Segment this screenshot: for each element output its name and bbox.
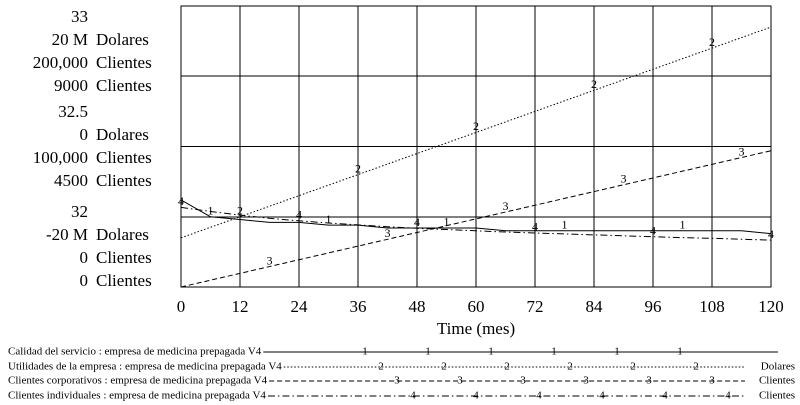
series-line [180, 206, 772, 241]
legend-marker: 4 [473, 390, 479, 402]
x-tick-label: 120 [758, 297, 784, 316]
x-tick-label: 72 [527, 297, 544, 316]
legend-marker: 1 [425, 346, 431, 358]
y-unit-label: Clientes [96, 53, 152, 72]
series-marker: 3 [267, 253, 273, 267]
legend-marker: 3 [457, 375, 463, 387]
legend-label: Clientes corporativos : empresa de medic… [8, 375, 268, 387]
y-tick-label: 0 [80, 271, 89, 290]
legend-marker: 1 [362, 346, 368, 358]
y-unit-label: Dolares [96, 225, 149, 244]
series-marker: 1 [208, 204, 214, 218]
series-marker: 2 [355, 161, 361, 175]
legend-marker: 1 [551, 346, 557, 358]
x-tick-label: 84 [586, 297, 604, 316]
y-tick-label: 33 [71, 7, 88, 26]
x-tick-label: 36 [350, 297, 367, 316]
x-tick-label: 96 [645, 297, 662, 316]
legend-label: Calidad del servicio : empresa de medici… [8, 346, 262, 358]
legend-marker: 1 [614, 346, 620, 358]
y-unit-label: Clientes [96, 148, 152, 167]
legend-unit: Clientes [759, 375, 795, 387]
legend-marker: 4 [662, 390, 668, 402]
y-unit-label: Clientes [96, 171, 152, 190]
legend-marker: 4 [725, 390, 731, 402]
x-axis-title: Time (mes) [437, 319, 515, 338]
legend-marker: 3 [394, 375, 400, 387]
series-marker: 2 [709, 35, 715, 49]
y-tick-label: 32.5 [58, 102, 88, 121]
legend-marker: 3 [583, 375, 589, 387]
legend-marker: 2 [630, 361, 636, 373]
legend-marker: 2 [567, 361, 573, 373]
series-marker: 3 [503, 199, 509, 213]
series-marker: 4 [532, 220, 538, 234]
series-marker: 4 [296, 208, 302, 222]
legend-marker: 4 [599, 390, 605, 402]
legend-marker: 4 [410, 390, 416, 402]
legend-unit: Clientes [759, 390, 795, 402]
y-tick-label: 100,000 [33, 148, 88, 167]
legend-marker: 3 [709, 375, 715, 387]
series-marker: 4 [178, 194, 184, 208]
x-tick-label: 0 [177, 297, 186, 316]
legend-marker: 2 [504, 361, 510, 373]
y-unit-label: Dolares [96, 30, 149, 49]
y-tick-label: -20 M [46, 225, 88, 244]
y-tick-label: 0 [80, 125, 89, 144]
series-marker: 2 [591, 77, 597, 91]
x-tick-label: 108 [699, 297, 725, 316]
y-unit-label: Clientes [96, 248, 152, 267]
y-tick-label: 4500 [54, 171, 88, 190]
series-marker: 4 [768, 227, 774, 241]
legend-marker: 3 [646, 375, 652, 387]
series-marker: 4 [414, 215, 420, 229]
series-line [180, 199, 772, 235]
series-marker: 4 [650, 223, 656, 237]
y-tick-label: 20 M [52, 30, 88, 49]
legend-marker: 1 [677, 346, 683, 358]
x-tick-label: 24 [291, 297, 309, 316]
series-marker: 1 [562, 218, 568, 232]
x-tick-label: 12 [232, 297, 249, 316]
series-marker: 1 [326, 212, 332, 226]
legend-label: Clientes individuales : empresa de medic… [8, 390, 266, 402]
y-tick-label: 9000 [54, 76, 88, 95]
series-marker: 2 [237, 204, 243, 218]
legend-marker: 2 [378, 361, 384, 373]
y-tick-label: 32 [71, 202, 88, 221]
y-unit-label: Clientes [96, 271, 152, 290]
legend-marker: 2 [693, 361, 699, 373]
legend-marker: 1 [488, 346, 494, 358]
y-tick-label: 0 [80, 248, 89, 267]
series-line [180, 150, 772, 288]
x-tick-label: 48 [409, 297, 426, 316]
series-marker: 1 [444, 215, 450, 229]
legend-unit: Dolares [761, 361, 795, 373]
series-marker: 3 [621, 172, 627, 186]
series-line [180, 26, 772, 239]
y-unit-label: Dolares [96, 125, 149, 144]
legend-marker: 2 [441, 361, 447, 373]
legend-label: Utilidades de la empresa : empresa de me… [8, 361, 282, 373]
series-marker: 3 [739, 144, 745, 158]
y-unit-label: Clientes [96, 76, 152, 95]
series-marker: 2 [473, 119, 479, 133]
x-tick-label: 60 [468, 297, 485, 316]
series-marker: 3 [385, 226, 391, 240]
legend-marker: 4 [536, 390, 542, 402]
y-tick-label: 200,000 [33, 53, 88, 72]
legend-marker: 3 [520, 375, 526, 387]
series-marker: 1 [680, 218, 686, 232]
